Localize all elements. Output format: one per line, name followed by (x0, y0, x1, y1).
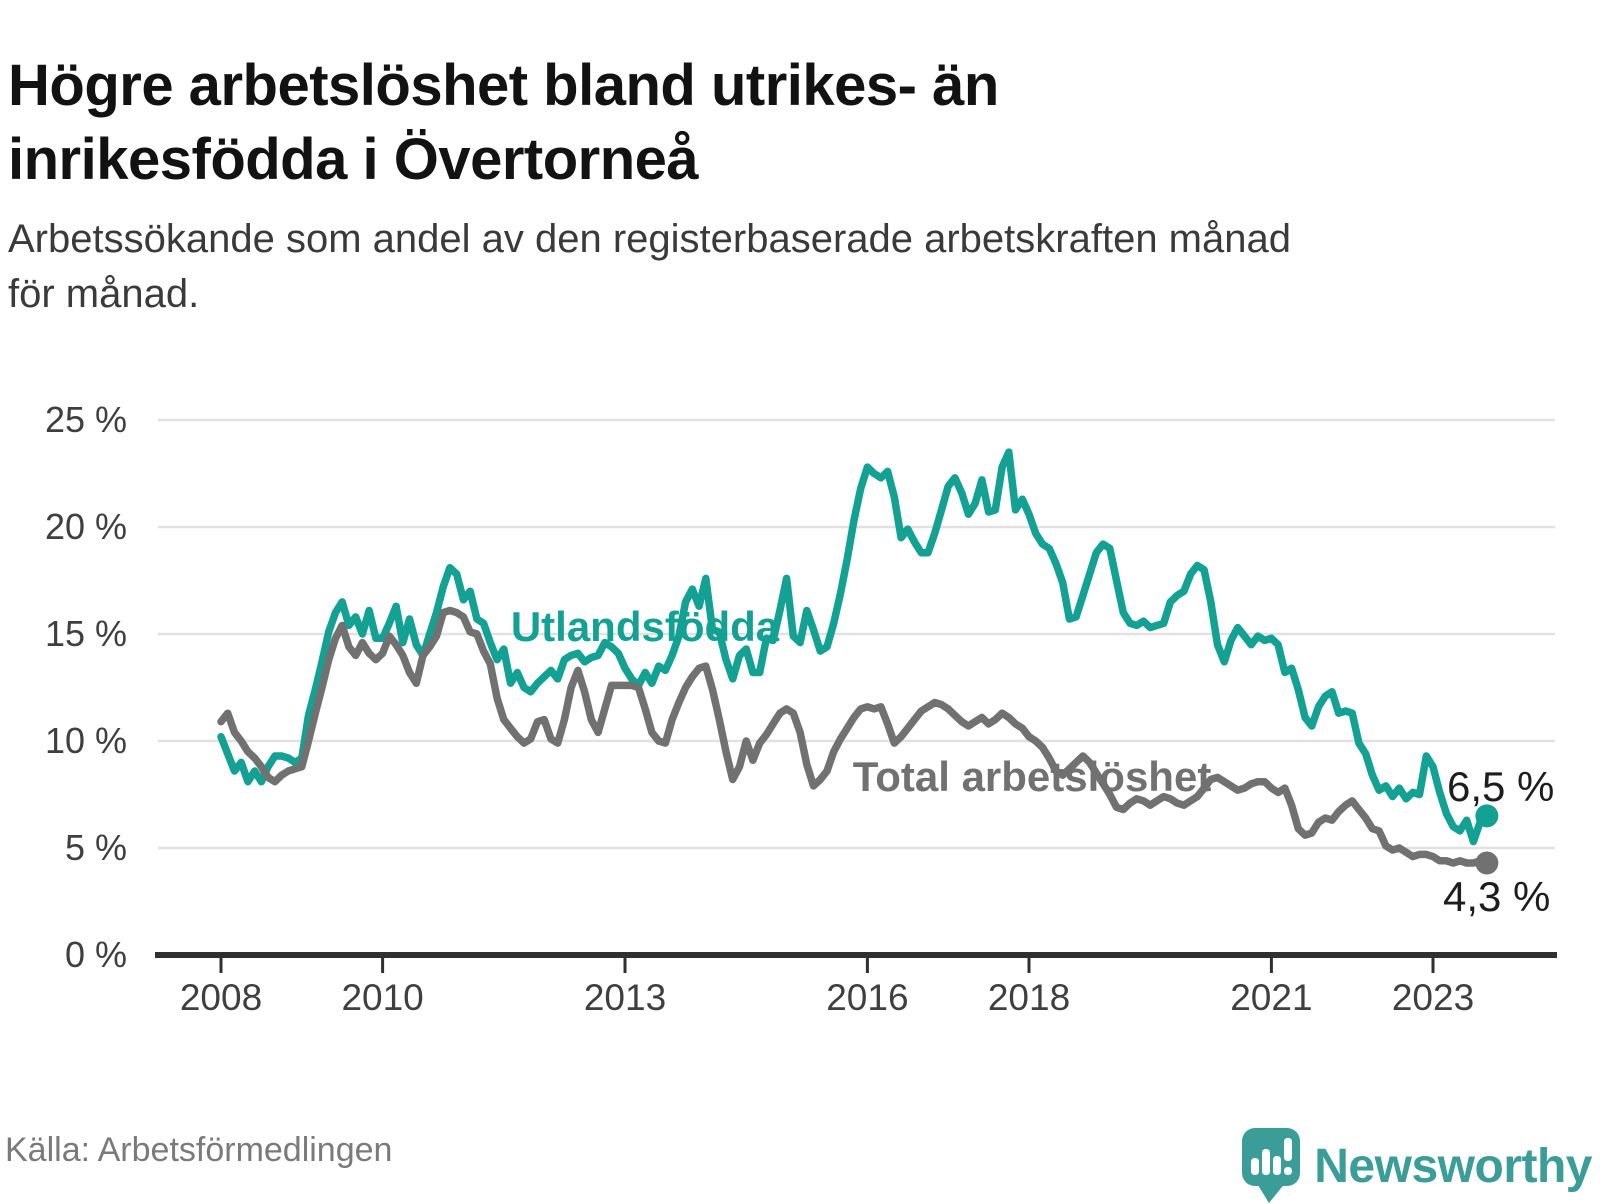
series-line-total-arbetsloshet (217, 606, 1491, 867)
series-label-total-arbetsloshet: Total arbetslöshet (853, 753, 1212, 800)
x-tick-label-2008: 2008 (180, 977, 262, 1018)
source-note: Källa: Arbetsförmedlingen (5, 1131, 393, 1169)
x-tick-label-2023: 2023 (1392, 977, 1474, 1018)
title-line-1: Högre arbetslöshet bland utrikes- än (8, 52, 999, 118)
x-tick-label-2021: 2021 (1230, 977, 1312, 1018)
y-tick-label-25pct: 25 % (45, 399, 127, 440)
y-tick-label-5pct: 5 % (65, 827, 127, 868)
series-label-utlandsfodda: Utlandsfödda (511, 603, 780, 650)
brand-name: Newsworthy (1314, 1139, 1592, 1193)
end-value-label-total-arbetsloshet: 4,3 % (1443, 873, 1550, 920)
chart-subtitle: Arbetssökande som andel av den registerb… (8, 212, 1578, 322)
end-value-label-utlandsfodda: 6,5 % (1447, 763, 1554, 810)
subtitle-line-2: för månad. (8, 272, 200, 317)
x-tick-label-2013: 2013 (584, 977, 666, 1018)
x-tick-label-2010: 2010 (341, 977, 423, 1018)
subtitle-line-1: Arbetssökande som andel av den registerb… (8, 217, 1291, 261)
series-end-dot-utlandsfodda (1475, 804, 1499, 828)
newsworthy-brand: Newsworthy (1242, 1128, 1592, 1204)
y-tick-label-15pct: 15 % (45, 613, 127, 654)
series-end-dot-total-arbetsloshet (1475, 851, 1499, 875)
x-tick-label-2018: 2018 (988, 977, 1070, 1018)
x-tick-label-2016: 2016 (826, 977, 908, 1018)
y-tick-label-10pct: 10 % (45, 720, 127, 761)
series-line-utlandsfodda (217, 448, 1491, 846)
y-tick-label-0pct: 0 % (65, 934, 127, 975)
newsworthy-logo-icon (1242, 1128, 1301, 1203)
title-line-2: inrikesfödda i Övertorneå (8, 127, 699, 193)
page-title: Högre arbetslöshet bland utrikes- än inr… (8, 49, 1578, 197)
y-tick-label-20pct: 20 % (45, 506, 127, 547)
